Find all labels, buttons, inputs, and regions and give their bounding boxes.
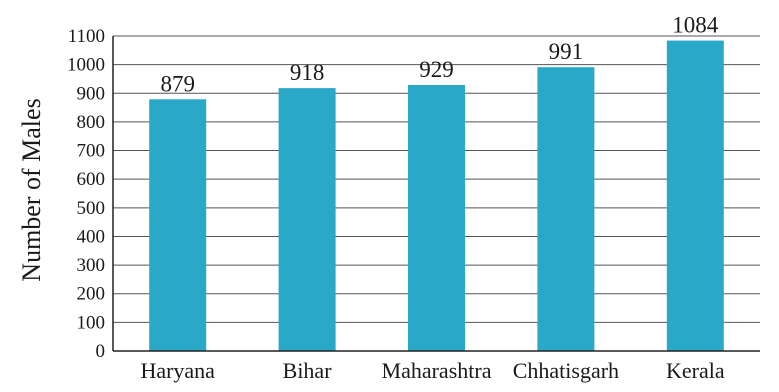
y-tick-label: 200 [77,284,106,305]
data-labels: 879 918 929 991 1084 [160,13,718,97]
y-tick-label: 300 [77,255,106,276]
bars [149,40,724,352]
y-tick-label: 500 [77,198,106,219]
y-tick-label: 400 [77,226,106,247]
category-label: Bihar [283,358,333,383]
category-label: Kerala [666,358,725,383]
y-tick-label: 900 [77,83,106,104]
y-tick-label: 100 [77,312,106,333]
data-label: 1084 [672,13,719,38]
data-label: 991 [549,39,584,64]
bar [666,40,724,351]
y-tick-label: 1100 [68,26,105,47]
y-tick-label: 800 [77,112,106,133]
category-label: Chhatisgarh [513,358,619,383]
data-label: 929 [419,57,454,82]
y-tick-label: 700 [77,141,106,162]
data-label: 918 [290,60,325,85]
category-label: Maharashtra [382,358,492,383]
y-axis-ticks: 0 100 200 300 400 500 600 700 800 900 1000 1100 [67,26,105,362]
y-axis-title: Number of Males [17,98,46,281]
bar [278,88,336,352]
category-label: Haryana [140,358,215,383]
x-axis-categories: Haryana Bihar Maharashtra Chhatisgarh Kerala [140,358,724,383]
data-label: 879 [160,71,195,96]
y-tick-label: 0 [96,341,106,362]
y-tick-label: 600 [77,169,106,190]
bar [408,84,465,351]
bar [537,67,595,352]
bar [149,99,207,351]
y-tick-label: 1000 [67,55,105,76]
